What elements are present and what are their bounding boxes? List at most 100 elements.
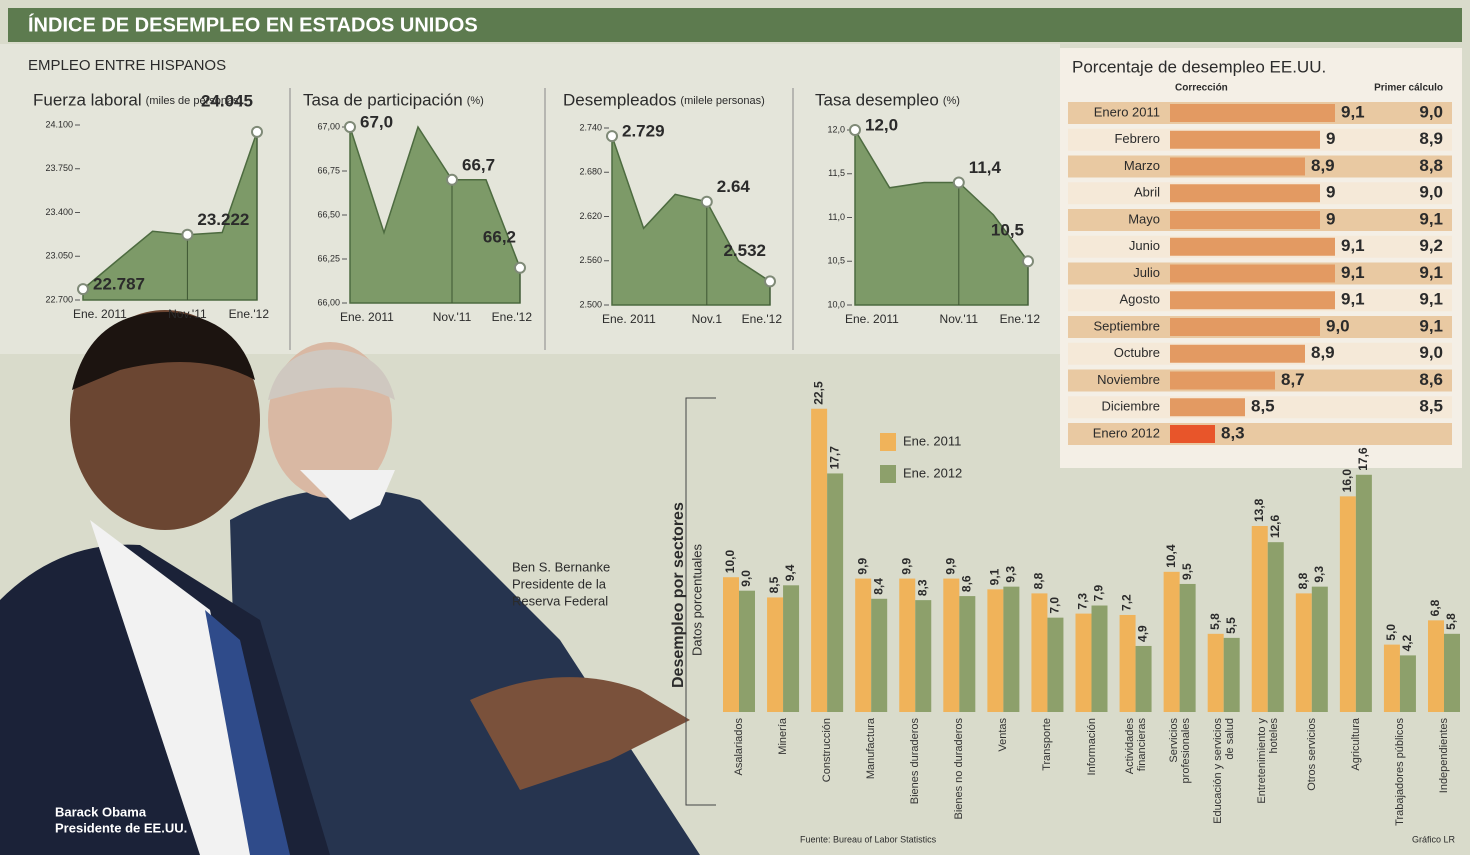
- value-label: 8,8: [1032, 572, 1046, 589]
- x-tick-label: Servicios profesionales: [1163, 718, 1197, 830]
- bar: [915, 600, 931, 712]
- column-heading: Primer cálculo: [1374, 83, 1443, 94]
- bar: [1170, 104, 1335, 122]
- x-tick-label: Ventas: [986, 718, 1020, 830]
- value-label: 9,3: [1312, 566, 1326, 583]
- y-tick-label: 2.560: [579, 255, 602, 265]
- value-label: 2.532: [723, 241, 766, 260]
- chart-unit: (%): [467, 95, 484, 107]
- value-label: 9,9: [855, 558, 869, 575]
- source: Fuente: Bureau of Labor Statistics: [800, 834, 937, 844]
- x-tick-label: Entretenimiento y hoteles: [1251, 718, 1285, 830]
- column-heading: Corrección: [1175, 83, 1228, 94]
- bar: [1400, 655, 1416, 712]
- value-label: 9,0: [1326, 316, 1350, 335]
- value-label: 10,5: [991, 221, 1024, 240]
- bar: [1170, 372, 1275, 390]
- bar: [871, 599, 887, 712]
- row-label: Febrero: [1114, 131, 1160, 146]
- y-tick-label: 2.620: [579, 211, 602, 221]
- y-tick-label: 23.400: [45, 207, 73, 217]
- row-label: Junio: [1129, 238, 1160, 253]
- bar: [1170, 265, 1335, 283]
- bar: [1312, 587, 1328, 712]
- row-label: Marzo: [1124, 158, 1160, 173]
- x-tick-label: Nov.'11: [168, 307, 207, 321]
- y-tick-label: 2.740: [579, 122, 602, 132]
- bar: [1296, 593, 1312, 712]
- y-tick-label: 23.750: [45, 163, 73, 173]
- bar: [899, 579, 915, 712]
- y-tick-label: 66,50: [317, 209, 340, 219]
- value-label: 17,7: [827, 446, 841, 470]
- value-label: 17,6: [1356, 447, 1370, 471]
- bar: [767, 597, 783, 712]
- value-label: 9,1: [1419, 316, 1443, 335]
- y-tick-label: 22.700: [45, 294, 73, 304]
- value-label: 8,7: [1281, 370, 1305, 389]
- value-label: 8,6: [1419, 370, 1443, 389]
- x-tick-label: Nov.'11: [940, 312, 979, 326]
- value-label: 5,5: [1224, 617, 1238, 634]
- y-tick-label: 23.050: [45, 251, 73, 261]
- value-label: 7,2: [1120, 594, 1134, 611]
- row-label: Enero 2012: [1093, 425, 1160, 440]
- bar: [1047, 618, 1063, 712]
- y-tick-label: 66,25: [317, 253, 340, 263]
- x-tick-label: Ene.'12: [229, 307, 270, 321]
- bar: [987, 589, 1003, 712]
- chart-title: Desempleados: [563, 90, 676, 109]
- bar: [1170, 425, 1215, 443]
- point: [765, 276, 775, 286]
- y-tick-label: 10,5: [827, 256, 845, 266]
- x-tick-label: Asalariados: [722, 718, 756, 830]
- x-tick-label: Ene. 2011: [845, 312, 899, 326]
- legend-swatch: [880, 465, 896, 483]
- value-label: 13,8: [1252, 498, 1266, 522]
- x-tick-label: Minería: [766, 718, 800, 830]
- point: [78, 284, 88, 294]
- value-label: 12,6: [1268, 514, 1282, 538]
- value-label: 67,0: [360, 112, 393, 131]
- x-tick-label: Ene. 2011: [340, 310, 394, 324]
- value-label: 7,0: [1048, 597, 1062, 614]
- chart-title: Tasa desempleo: [815, 90, 939, 109]
- y-tick-label: 11,5: [828, 168, 845, 178]
- bar: [1252, 526, 1268, 712]
- x-tick-label: Agricultura: [1339, 718, 1373, 830]
- x-tick-label: Trabajadores públicos: [1383, 718, 1417, 830]
- row-label: Julio: [1133, 265, 1160, 280]
- value-label: 9,5: [1180, 563, 1194, 580]
- value-label: 8,5: [767, 576, 781, 593]
- value-label: 8,3: [915, 579, 929, 596]
- value-label: 4,2: [1400, 634, 1414, 651]
- x-tick-label: Ene. 2011: [602, 312, 656, 326]
- y-tick-label: 24.100: [45, 119, 73, 129]
- value-label: 9,1: [1419, 290, 1443, 309]
- bar: [783, 585, 799, 712]
- value-label: 9: [1326, 209, 1335, 228]
- x-tick-label: Educación y servicios de salud: [1207, 718, 1241, 830]
- bar: [1356, 475, 1372, 712]
- value-label: 9,2: [1419, 236, 1443, 255]
- value-label: 9,0: [1419, 343, 1443, 362]
- bar: [1170, 345, 1305, 363]
- bar: [1180, 584, 1196, 712]
- row-label: Mayo: [1128, 211, 1160, 226]
- section-subtitle: EMPLEO ENTRE HISPANOS: [28, 57, 226, 74]
- y-tick-label: 67,00: [317, 121, 340, 131]
- point: [447, 175, 457, 185]
- row-label: Septiembre: [1094, 318, 1160, 333]
- value-label: 9,0: [1419, 183, 1443, 202]
- value-label: 9,4: [783, 564, 797, 581]
- bar: [1076, 614, 1092, 712]
- value-label: 9: [1326, 129, 1335, 148]
- value-label: 7,9: [1092, 585, 1106, 602]
- x-tick-label: Ene.'12: [742, 312, 783, 326]
- bar: [1164, 572, 1180, 712]
- value-label: 22.787: [93, 275, 145, 294]
- caption-line: Reserva Federal: [512, 593, 608, 608]
- bar: [959, 596, 975, 712]
- value-label: 2.64: [717, 177, 751, 196]
- chart-title: Desempleo por sectores: [670, 502, 687, 688]
